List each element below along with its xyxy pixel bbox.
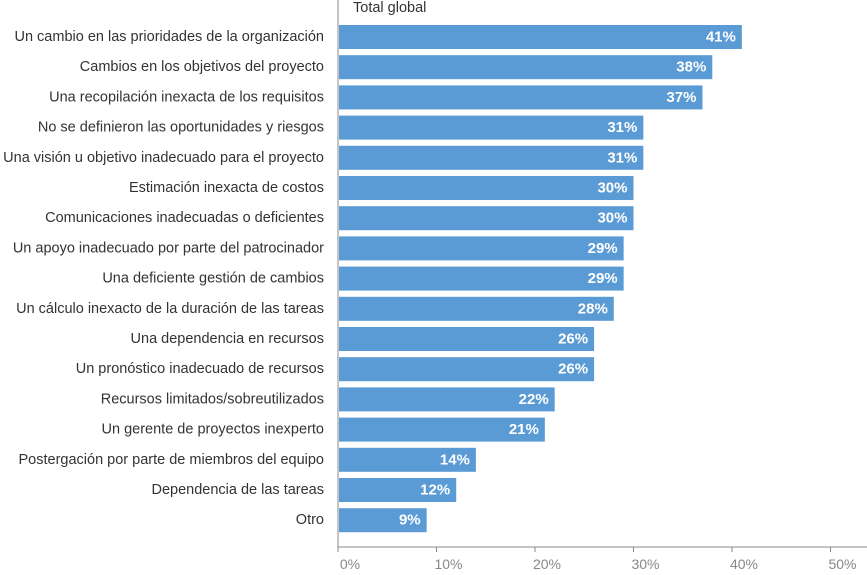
bar [339,115,644,140]
bar [339,25,742,49]
value-label: 41% [706,29,736,46]
bar [339,327,595,351]
category-label: Recursos limitados/sobreutilizados [101,391,324,407]
bar [339,55,713,80]
category-label: Postergación por parte de miembros del e… [19,452,324,468]
category-label: Comunicaciones inadecuadas o deficientes [45,210,324,226]
value-label: 26% [558,361,588,378]
category-label: Una dependencia en recursos [131,331,324,347]
x-tick-label: 10% [434,556,462,572]
value-label: 14% [440,451,470,468]
category-label: No se definieron las oportunidades y rie… [38,120,324,136]
value-label: 21% [509,421,539,438]
value-label: 9% [399,512,421,529]
category-label: Una deficiente gestión de cambios [102,271,324,287]
category-label: Un gerente de proyectos inexperto [102,422,324,438]
category-label: Un cambio en las prioridades de la organ… [14,29,324,45]
category-label: Un apoyo inadecuado por parte del patroc… [13,240,324,256]
value-label: 30% [597,210,627,227]
bar [339,85,703,110]
bar [339,266,624,291]
category-label: Una visión u objetivo inadecuado para el… [3,150,324,166]
bar [339,447,476,472]
category-label: Un cálculo inexacto de la duración de la… [16,301,324,317]
value-label: 37% [666,89,696,106]
bar [339,236,624,261]
category-label: Otro [296,512,324,528]
value-label: 31% [607,119,637,136]
bar [339,176,634,200]
x-tick-label: 30% [631,556,659,572]
category-label: Estimación inexacta de costos [129,180,324,196]
x-ticks-group: 0% 10% 20% 30% 40% 50% [337,547,857,572]
x-tick-label: 0% [340,556,360,572]
category-label: Cambios en los objetivos del proyecto [80,59,324,75]
bars-group: Un cambio en las prioridades de la organ… [3,25,742,533]
value-label: 22% [519,391,549,408]
value-label: 31% [607,149,637,166]
value-label: 29% [588,270,618,287]
bar [339,145,644,170]
bar [339,387,555,412]
value-label: 12% [420,482,450,499]
value-label: 28% [578,300,608,317]
bar [339,417,545,442]
chart-title: Total global [353,0,426,16]
x-tick-label: 50% [828,556,856,572]
value-label: 38% [676,59,706,76]
category-label: Una recopilación inexacta de los requisi… [49,89,324,105]
bar [339,508,427,533]
x-tick-label: 40% [730,556,758,572]
x-tick-label: 20% [533,556,561,572]
value-label: 26% [558,331,588,348]
value-label: 30% [597,180,627,197]
axes [337,0,867,548]
category-label: Un pronóstico inadecuado de recursos [76,361,324,377]
value-label: 29% [588,240,618,257]
bar [339,357,595,382]
bar [339,478,457,502]
bar [339,296,614,321]
category-label: Dependencia de las tareas [151,482,324,498]
bar [339,206,634,231]
